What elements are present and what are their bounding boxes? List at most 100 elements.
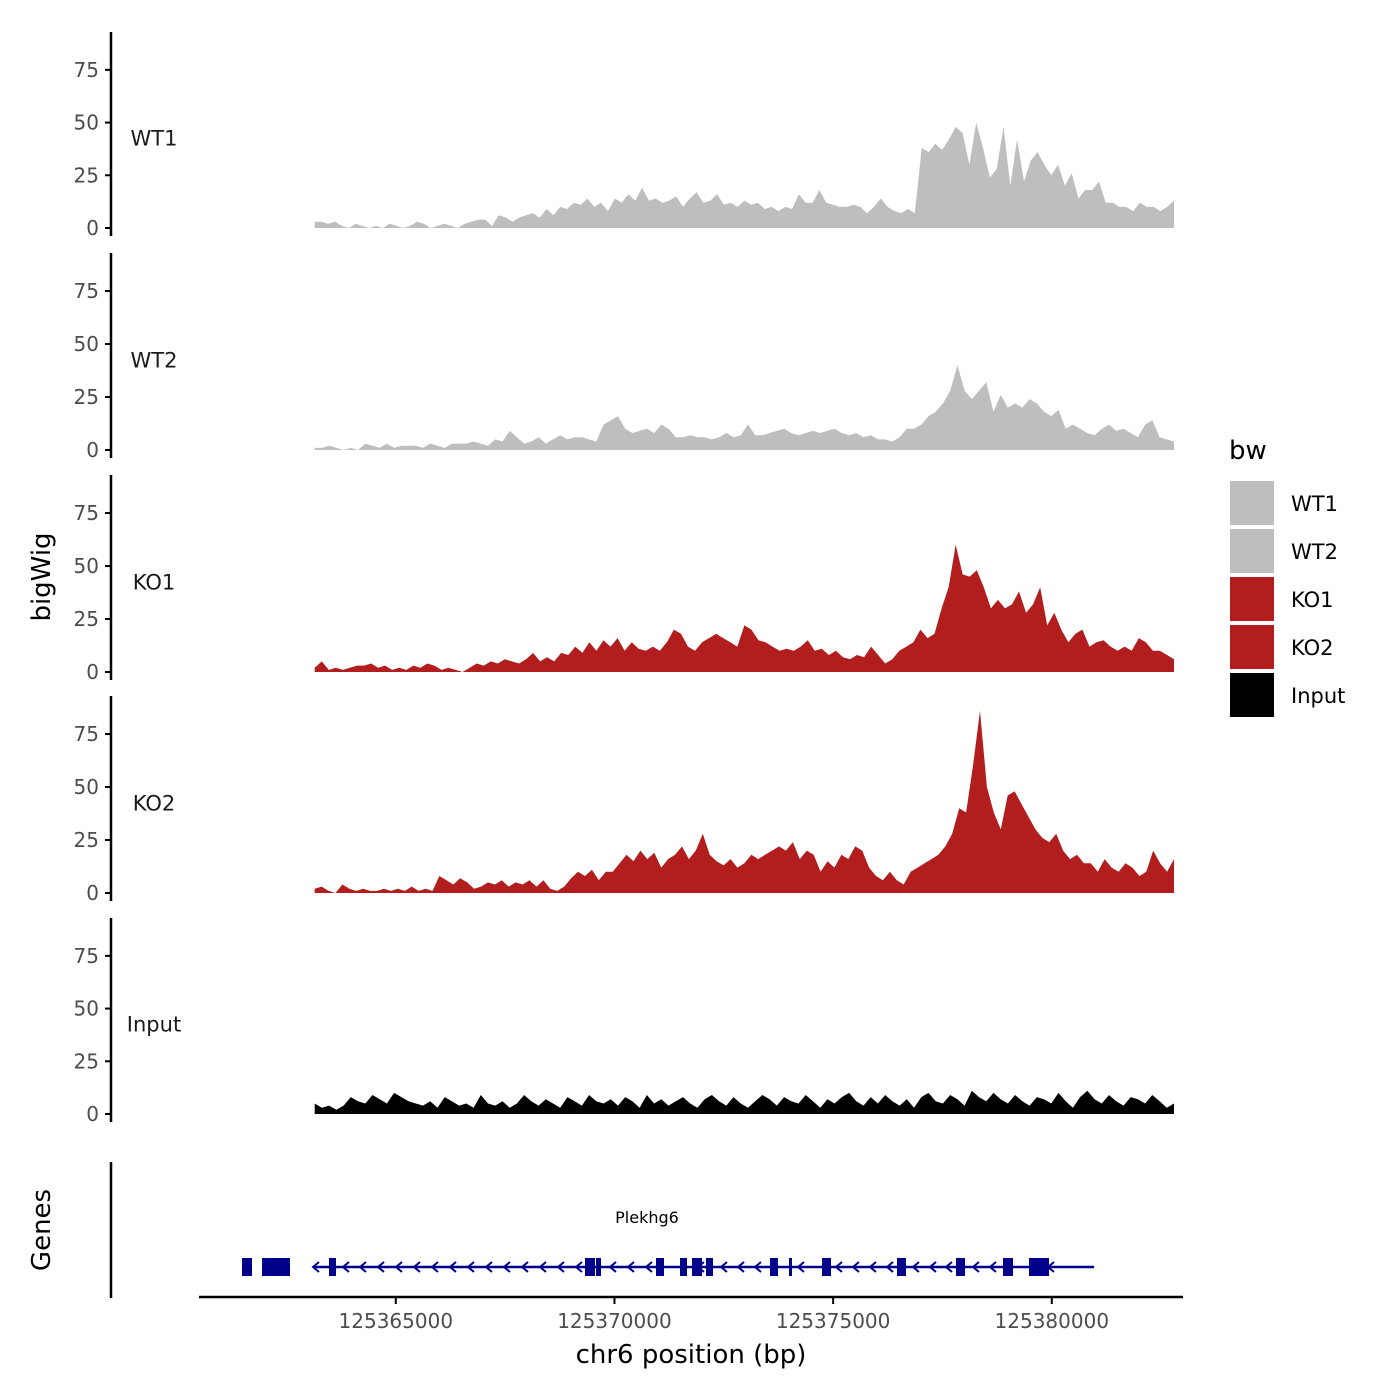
strand-arrow [719,1261,728,1273]
strand-arrow [971,1261,980,1273]
coverage-area-wt1 [314,122,1174,228]
genes-axis-title: Genes [27,1189,57,1271]
strand-arrow [502,1261,511,1273]
gene-exon [770,1258,778,1276]
strand-arrow [944,1261,953,1273]
strand-arrow [484,1261,493,1273]
x-axis-title: chr6 position (bp) [576,1340,807,1370]
strand-arrow [696,1261,705,1273]
y-tick-label: 0 [86,660,99,684]
track-input: 0 25 50 75 Input [74,918,1174,1126]
gene-exon [585,1258,595,1276]
strand-arrow [885,1261,894,1273]
coverage-tracks: 0 25 50 75 WT1 0 25 50 75 WT2 0 25 50 75 KO1 0 25 50 75 KO2… [74,32,1174,1126]
strand-arrow [376,1261,385,1273]
gene-exon [1029,1258,1049,1276]
strand-arrow [736,1261,745,1273]
x-tick-label: 125380000 [995,1309,1110,1333]
gene-exon [897,1258,906,1276]
strand-arrow [430,1261,439,1273]
strand-arrow [358,1261,367,1273]
y-axis-title: bigWig [27,532,57,621]
legend-entries: WT1 WT2 KO1 KO2 Input [1228,479,1345,719]
x-axis: 125365000 125370000 125375000 125380000 chr… [199,1295,1183,1370]
y-tick-label: 75 [74,279,99,303]
track-ko1: 0 25 50 75 KO1 [74,475,1174,684]
legend-key-input [1228,671,1276,719]
strand-arrow [412,1261,421,1273]
strand-arrow [626,1261,635,1273]
coverage-area-ko2 [314,710,1174,893]
y-tick-label: 25 [74,607,99,631]
gene-exon [789,1258,792,1276]
legend-label-input: Input [1291,684,1345,708]
y-tick-label: 50 [74,111,99,135]
legend-label-ko2: KO2 [1291,636,1334,660]
y-tick-label: 0 [86,881,99,905]
gene-exon [956,1258,965,1276]
y-tick-label: 50 [74,554,99,578]
x-tick-label: 125365000 [339,1309,454,1333]
strand-arrow [311,1261,320,1273]
y-tick-label: 25 [74,828,99,852]
coverage-area-wt2 [314,365,1174,450]
strand-arrow [851,1261,860,1273]
y-tick-label: 0 [86,1102,99,1126]
track-ko2: 0 25 50 75 KO2 [74,696,1174,905]
legend-key-ko1 [1228,575,1276,623]
strand-arrow [868,1261,877,1273]
gene-exon [596,1258,601,1276]
y-tick-label: 75 [74,58,99,82]
gene-exon [329,1258,336,1276]
coverage-area-ko1 [314,544,1174,672]
track-label-wt1: WT1 [131,127,178,151]
strand-arrow [796,1261,805,1273]
strand-arrow [556,1261,565,1273]
strand-arrow [574,1261,583,1273]
y-tick-label: 75 [74,501,99,525]
strand-arrow [1046,1261,1055,1273]
strand-arrow [520,1261,529,1273]
legend-key-ko2 [1228,623,1276,671]
track-label-ko2: KO2 [133,791,176,815]
gene-exon [1003,1258,1013,1276]
gene-track: Plekhg6 [109,1162,1095,1298]
strand-arrow [834,1261,843,1273]
legend-key-wt1 [1228,479,1276,527]
strand-arrow [644,1261,653,1273]
legend-title: bw [1229,436,1267,466]
strand-arrow [394,1261,403,1273]
gene-exon [262,1258,290,1276]
legend-label-wt2: WT2 [1291,540,1338,564]
strand-arrow [448,1261,457,1273]
gene-exon [680,1258,687,1276]
y-tick-label: 0 [86,438,99,462]
track-wt2: 0 25 50 75 WT2 [74,253,1174,462]
strand-arrow [538,1261,547,1273]
track-label-ko1: KO1 [133,570,176,594]
gene-model-plekhg6 [242,1258,1095,1276]
legend-label-ko1: KO1 [1291,588,1334,612]
x-tick-label: 125375000 [776,1309,891,1333]
gene-exon [706,1258,713,1276]
track-label-wt2: WT2 [131,348,178,372]
y-tick-label: 50 [74,332,99,356]
gene-name-label: Plekhg6 [615,1208,679,1227]
track-wt1: 0 25 50 75 WT1 [74,32,1174,240]
coverage-area-input [314,1090,1174,1114]
x-tick-label: 125370000 [557,1309,672,1333]
y-tick-label: 25 [74,1049,99,1073]
y-tick-label: 75 [74,944,99,968]
strand-arrow [466,1261,475,1273]
strand-arrow [988,1261,997,1273]
gene-exon [242,1258,252,1276]
x-axis-ticks: 125365000 125370000 125375000 125380000 [339,1297,1110,1333]
y-tick-label: 75 [74,722,99,746]
gene-exon [822,1258,831,1276]
strand-arrow [608,1261,617,1273]
y-tick-label: 25 [74,385,99,409]
strand-arrow [341,1261,350,1273]
legend: bw WT1 WT2 KO1 KO2 Input [1228,436,1345,719]
y-tick-label: 0 [86,216,99,240]
